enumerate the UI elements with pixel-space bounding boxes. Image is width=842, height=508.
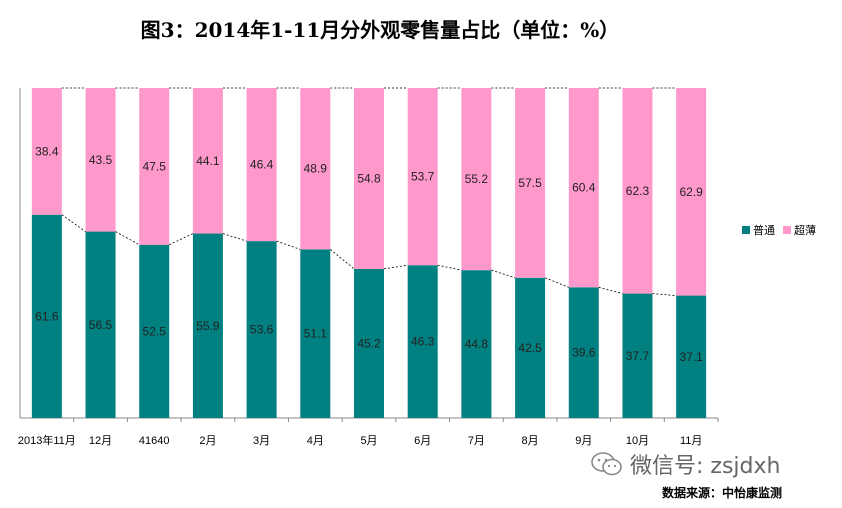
bar-thin-0 — [31, 88, 62, 215]
label-normal-6: 45.2 — [357, 336, 381, 350]
label-normal-3: 55.9 — [196, 319, 220, 333]
label-normal-11: 37.7 — [626, 349, 650, 363]
legend: 普通 超薄 — [742, 222, 816, 238]
bar-thin-10 — [568, 88, 599, 288]
legend-swatch-normal — [742, 226, 750, 234]
x-tick-label-8: 7月 — [468, 435, 485, 447]
label-thin-7: 53.7 — [411, 170, 435, 184]
bar-thin-12 — [676, 88, 707, 296]
x-tick-label-10: 9月 — [575, 435, 592, 447]
bar-thin-9 — [515, 88, 546, 278]
x-tick-label-4: 3月 — [253, 435, 270, 447]
label-normal-12: 37.1 — [679, 350, 703, 364]
label-normal-8: 44.8 — [465, 337, 489, 351]
wechat-icon — [591, 452, 622, 476]
label-thin-11: 62.3 — [626, 184, 650, 198]
bar-normal-11 — [622, 293, 653, 418]
bar-normal-4 — [246, 241, 277, 418]
bar-normal-2 — [139, 244, 170, 418]
bar-normal-0 — [31, 214, 62, 418]
label-normal-7: 46.3 — [411, 335, 435, 349]
legend-label-thin: 超薄 — [794, 224, 816, 237]
label-normal-9: 42.5 — [518, 341, 542, 355]
label-thin-8: 55.2 — [465, 172, 489, 186]
x-tick-label-2: 41640 — [139, 435, 170, 447]
bar-normal-8 — [461, 270, 492, 418]
series-line-normal-10 — [598, 286, 623, 294]
label-thin-3: 44.1 — [196, 154, 220, 168]
label-thin-12: 62.9 — [679, 185, 703, 199]
x-tick-label-5: 4月 — [307, 435, 324, 447]
x-tick-label-1: 12月 — [89, 435, 112, 447]
label-normal-5: 51.1 — [304, 327, 328, 341]
series-line-normal-9 — [544, 277, 569, 288]
series-line-normal-2 — [169, 233, 194, 246]
bar-thin-4 — [246, 88, 277, 242]
legend-label-normal: 普通 — [753, 224, 775, 237]
label-thin-2: 47.5 — [143, 159, 167, 173]
series-line-normal-1 — [115, 231, 140, 246]
label-thin-9: 57.5 — [518, 176, 542, 190]
x-tick-label-7: 6月 — [414, 435, 431, 447]
bar-thin-1 — [85, 88, 116, 232]
label-thin-4: 46.4 — [250, 158, 274, 172]
source-note: 数据来源：中怡康监测 — [662, 486, 783, 500]
wechat-watermark: 微信号: zsjdxh — [590, 448, 780, 480]
series-line-normal-0 — [61, 214, 86, 232]
bar-thin-8 — [461, 88, 492, 271]
bar-thin-11 — [622, 88, 653, 294]
label-thin-1: 43.5 — [89, 153, 113, 167]
bar-thin-5 — [300, 88, 331, 250]
label-normal-4: 53.6 — [250, 323, 274, 337]
bar-normal-7 — [407, 265, 438, 418]
bar-normal-3 — [192, 233, 223, 418]
label-thin-10: 60.4 — [572, 181, 596, 195]
x-tick-label-9: 8月 — [522, 435, 539, 447]
x-tick-label-3: 2月 — [199, 435, 216, 447]
bar-thin-7 — [407, 88, 438, 266]
legend-item-normal: 普通 — [742, 222, 775, 238]
bar-normal-12 — [676, 295, 707, 418]
label-thin-5: 48.9 — [304, 162, 328, 176]
bar-normal-6 — [354, 268, 384, 418]
bar-normal-5 — [300, 249, 331, 418]
legend-swatch-thin — [783, 226, 791, 234]
label-normal-10: 39.6 — [572, 346, 596, 360]
bar-normal-9 — [515, 277, 546, 418]
label-thin-0: 38.4 — [35, 144, 59, 158]
series-line-normal-7 — [437, 264, 462, 271]
x-tick-label-6: 5月 — [360, 435, 377, 447]
series-line-normal-6 — [383, 264, 408, 270]
bar-thin-3 — [192, 88, 223, 234]
legend-item-thin: 超薄 — [783, 222, 816, 238]
label-thin-6: 54.8 — [357, 171, 381, 185]
x-tick-label-0: 2013年11月 — [18, 433, 76, 447]
x-tick-label-12: 11月 — [680, 435, 702, 447]
watermark-text: 微信号: zsjdxh — [630, 454, 781, 479]
bar-thin-2 — [139, 88, 170, 245]
bar-thin-6 — [354, 88, 384, 269]
series-line-normal-8 — [491, 269, 516, 279]
series-line-normal-3 — [222, 233, 247, 242]
series-line-normal-5 — [330, 249, 355, 270]
x-tick-label-11: 10月 — [626, 435, 649, 447]
label-normal-0: 61.6 — [35, 309, 59, 323]
bar-normal-1 — [85, 231, 116, 418]
label-normal-2: 52.5 — [143, 324, 167, 338]
chart-title: 图3：2014年1-11月分外观零售量占比（单位：%） — [140, 18, 620, 42]
label-normal-1: 56.5 — [89, 318, 113, 332]
series-line-normal-4 — [276, 240, 301, 250]
series-line-normal-11 — [652, 293, 677, 296]
bar-normal-10 — [568, 287, 599, 418]
